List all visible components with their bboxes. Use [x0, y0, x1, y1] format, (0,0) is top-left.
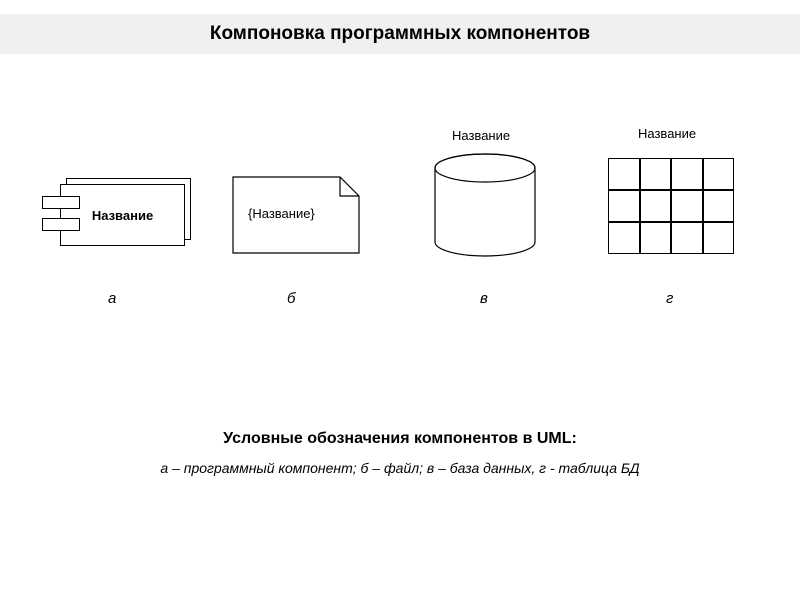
shape-database — [430, 152, 540, 282]
letter-g: г — [666, 290, 673, 307]
table-cell — [640, 222, 672, 254]
component-symbol: Название — [38, 178, 193, 256]
component-tab-2 — [42, 218, 80, 231]
letter-a: а — [108, 290, 116, 307]
shape-table — [608, 158, 734, 254]
table-cell — [608, 158, 640, 190]
table-cell — [608, 222, 640, 254]
diagram-area: Название {Название} Название Название — [0, 130, 800, 310]
table-cell — [703, 190, 735, 222]
shape-file: {Название} — [232, 176, 360, 254]
table-cell — [640, 190, 672, 222]
legend-text: а – программный компонент; б – файл; в –… — [0, 460, 800, 476]
table-cell — [671, 190, 703, 222]
file-symbol: {Название} — [232, 176, 360, 254]
table-cell — [671, 222, 703, 254]
letter-v: в — [480, 290, 488, 307]
page-title: Компоновка программных компонентов — [210, 23, 590, 45]
table-cell — [703, 222, 735, 254]
title-band: Компоновка программных компонентов — [0, 14, 800, 54]
cylinder-icon — [430, 152, 540, 260]
database-symbol — [430, 152, 540, 282]
table-cell — [671, 158, 703, 190]
shape-component: Название — [38, 178, 193, 256]
component-label: Название — [92, 208, 153, 223]
table-cell — [703, 158, 735, 190]
file-label: {Название} — [248, 206, 315, 221]
component-front-rect: Название — [60, 184, 185, 246]
component-tab-1 — [42, 196, 80, 209]
grid-top-label: Название — [638, 126, 696, 141]
table-grid — [608, 158, 734, 254]
table-cell — [608, 190, 640, 222]
letter-b: б — [287, 290, 295, 307]
table-cell — [640, 158, 672, 190]
legend-title: Условные обозначения компонентов в UML: — [0, 430, 800, 448]
cylinder-top-label: Название — [452, 128, 510, 143]
legend: Условные обозначения компонентов в UML: … — [0, 430, 800, 476]
